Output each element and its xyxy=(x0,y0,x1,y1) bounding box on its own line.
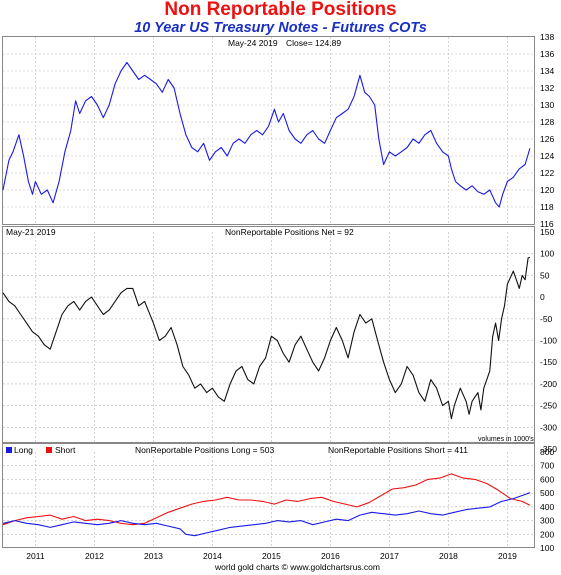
x-tick-label: 2016 xyxy=(321,551,340,561)
legend-long-swatch xyxy=(6,447,12,453)
x-tick-label: 2011 xyxy=(26,551,45,561)
y-tick-label: 130 xyxy=(540,100,554,110)
tick-labels: 116 118 120 122 124 126 128 130 132 134 136 138 -350… xyxy=(26,32,557,561)
y-tick-label: 100 xyxy=(540,249,554,259)
y-tick-label: -350 xyxy=(540,444,557,454)
y-tick-label: 116 xyxy=(540,219,554,229)
net-positions-line xyxy=(2,256,531,420)
short-header: NonReportable Positions Short = 411 xyxy=(328,445,468,455)
volumes-note: volumes in 1000's xyxy=(478,436,534,443)
y-tick-label: 128 xyxy=(540,117,554,127)
footer-credit: world gold charts © www.goldchartsrus.co… xyxy=(214,562,380,572)
price-header-close: Close= 124.89 xyxy=(286,38,341,48)
price-line xyxy=(2,61,531,208)
y-tick-label: 122 xyxy=(540,168,554,178)
x-tick-label: 2017 xyxy=(380,551,399,561)
net-header-date: May-21 2019 xyxy=(6,227,56,237)
longshort-panel-frame xyxy=(2,443,535,548)
y-tick-label: 700 xyxy=(540,461,554,471)
y-tick-label: 0 xyxy=(540,292,545,302)
y-tick-label: -50 xyxy=(540,314,553,324)
page-title: Non Reportable Positions xyxy=(164,0,397,20)
y-tick-label: 138 xyxy=(540,32,554,42)
short-positions-line xyxy=(2,473,531,526)
y-tick-label: 150 xyxy=(540,227,554,237)
price-header-date: May-24 2019 xyxy=(228,38,278,48)
y-tick-label: -300 xyxy=(540,422,557,432)
y-tick-label: 500 xyxy=(540,488,554,498)
y-tick-label: 800 xyxy=(540,447,554,457)
legend-short-swatch xyxy=(46,447,52,453)
y-tick-label: -250 xyxy=(540,401,557,411)
y-tick-label: 200 xyxy=(540,529,554,539)
long-header: NonReportable Positions Long = 503 xyxy=(135,445,274,455)
legend-short-label: Short xyxy=(55,445,76,455)
y-tick-label: 120 xyxy=(540,185,554,195)
long-positions-line xyxy=(2,492,531,537)
page-subtitle: 10 Year US Treasury Notes - Futures COTs xyxy=(134,20,427,36)
x-tick-label: 2012 xyxy=(85,551,104,561)
x-tick-label: 2015 xyxy=(262,551,281,561)
y-tick-label: -200 xyxy=(540,379,557,389)
y-tick-label: 100 xyxy=(540,543,554,553)
y-tick-label: -100 xyxy=(540,336,557,346)
y-tick-label: 134 xyxy=(540,66,554,76)
series-lines xyxy=(2,61,531,537)
y-tick-label: 126 xyxy=(540,134,554,144)
y-tick-label: 300 xyxy=(540,516,554,526)
x-tick-label: 2019 xyxy=(498,551,517,561)
y-tick-label: 132 xyxy=(540,83,554,93)
y-tick-label: 124 xyxy=(540,151,554,161)
legend-long-label: Long xyxy=(14,445,33,455)
x-tick-label: 2013 xyxy=(144,551,163,561)
price-panel-frame xyxy=(2,36,535,225)
net-panel-frame xyxy=(2,226,535,443)
y-tick-label: 136 xyxy=(540,49,554,59)
grid-lines xyxy=(3,37,534,547)
y-tick-label: 600 xyxy=(540,474,554,484)
y-tick-label: 50 xyxy=(540,270,550,280)
y-tick-label: 400 xyxy=(540,502,554,512)
y-tick-label: -150 xyxy=(540,357,557,367)
net-header-title: NonReportable Positions Net = 92 xyxy=(225,227,354,237)
y-tick-label: 118 xyxy=(540,202,554,212)
x-tick-label: 2014 xyxy=(203,551,222,561)
x-tick-label: 2018 xyxy=(439,551,458,561)
